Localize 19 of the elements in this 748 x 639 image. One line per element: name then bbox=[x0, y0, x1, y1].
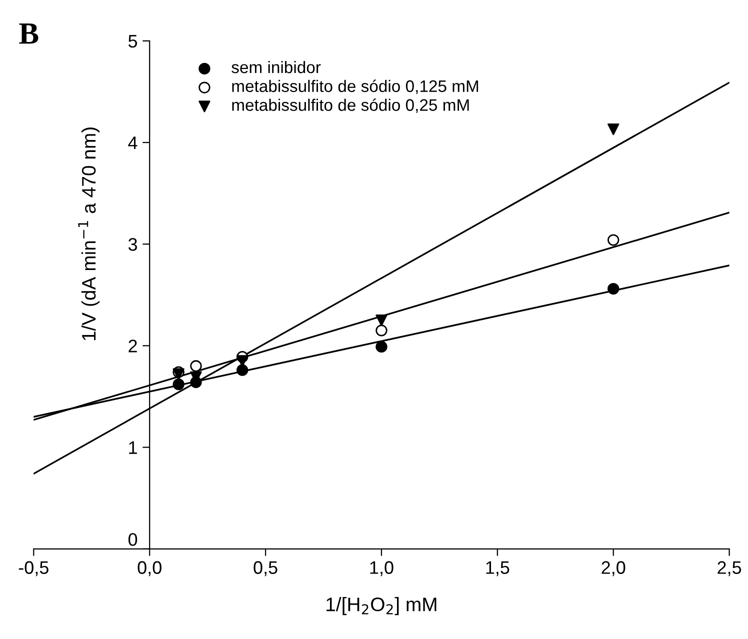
y-tick-label: 2 bbox=[128, 340, 137, 352]
x-tick-label: 0,5 bbox=[254, 561, 278, 576]
y-tick-label: 3 bbox=[128, 238, 137, 251]
x-tick-label: -0,5 bbox=[18, 561, 48, 576]
x-axis-title: 1/[H$_{2}$O$_{2}$] mM bbox=[326, 596, 436, 616]
x-tick-label: 2,0 bbox=[602, 561, 626, 576]
y-tick-label: 5 bbox=[128, 35, 138, 48]
legend-label: metabissulfito de sódio 0,125 mM bbox=[232, 80, 478, 94]
annotation: B bbox=[19, 24, 38, 44]
y-axis-title: 1/V (dA min$^{−1}$ a 470 nm) bbox=[78, 128, 100, 340]
x-tick-label: 0,0 bbox=[138, 561, 162, 576]
y-tick-label: 0 bbox=[128, 533, 138, 546]
legend-label: sem inibidor bbox=[232, 60, 321, 74]
y-tick-label: 1 bbox=[129, 441, 137, 454]
legend-label: metabissulfito de sódio 0,25 mM bbox=[232, 98, 469, 113]
x-tick-label: 1,0 bbox=[370, 561, 394, 576]
x-tick-label: 2,5 bbox=[718, 561, 742, 576]
x-tick-label: 1,5 bbox=[486, 561, 510, 576]
y-tick-label: 4 bbox=[128, 136, 138, 150]
